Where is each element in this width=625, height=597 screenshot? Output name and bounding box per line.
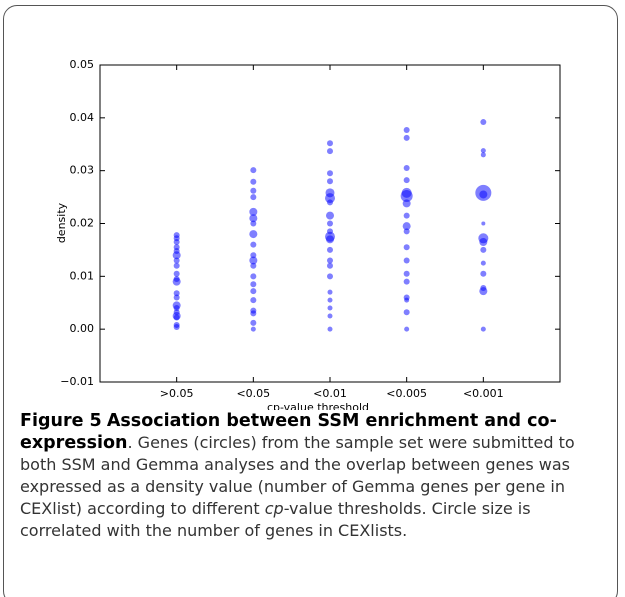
point xyxy=(479,287,488,296)
point xyxy=(325,193,335,204)
point xyxy=(173,305,180,312)
caption: Figure 5 Association between SSM enrichm… xyxy=(20,410,610,542)
point xyxy=(173,262,180,269)
y-tick-label: −0.01 xyxy=(60,375,94,388)
point xyxy=(327,140,333,147)
point xyxy=(327,289,333,295)
point xyxy=(250,252,257,259)
point xyxy=(173,238,180,245)
point xyxy=(480,119,487,126)
y-tick-label: 0.01 xyxy=(70,269,95,282)
point xyxy=(403,212,410,219)
point xyxy=(173,294,180,301)
caption-text: . Genes (circles) from the sample set we… xyxy=(20,433,575,518)
y-tick-label: 0.05 xyxy=(70,58,95,71)
point xyxy=(481,221,486,226)
point xyxy=(403,177,410,184)
point xyxy=(480,246,487,253)
point xyxy=(327,220,333,227)
point xyxy=(403,309,410,316)
point xyxy=(250,319,257,326)
y-tick-label: 0.00 xyxy=(70,322,95,335)
point xyxy=(172,277,181,286)
point xyxy=(403,244,410,251)
caption-text: -value thresholds. Circle size is correl… xyxy=(20,499,531,540)
point xyxy=(173,290,180,297)
point xyxy=(327,199,333,206)
point xyxy=(173,270,180,277)
point xyxy=(250,220,257,227)
point xyxy=(250,310,257,317)
point xyxy=(479,237,488,246)
point xyxy=(326,235,334,244)
point xyxy=(249,256,258,265)
point xyxy=(250,187,257,194)
point xyxy=(480,260,486,266)
point xyxy=(402,199,411,208)
point xyxy=(480,152,486,158)
point xyxy=(404,326,410,332)
chart: cp-value threshold density −0.01 0.00 0.01… xyxy=(55,58,561,410)
y-tick-label: 0.04 xyxy=(70,111,95,124)
point xyxy=(327,170,333,177)
point xyxy=(327,297,333,303)
point xyxy=(249,230,258,239)
y-axis-label: density xyxy=(55,202,68,243)
point xyxy=(250,167,257,174)
point xyxy=(250,288,257,295)
point xyxy=(327,313,333,319)
point xyxy=(404,297,410,303)
point xyxy=(480,270,487,277)
point xyxy=(327,148,333,155)
point xyxy=(172,251,181,260)
point xyxy=(326,211,334,220)
point xyxy=(250,241,257,248)
point xyxy=(402,222,411,231)
x-axis-label: cp-value threshold xyxy=(267,401,369,410)
point xyxy=(480,326,486,332)
caption-label: Figure 5 xyxy=(20,411,102,431)
point xyxy=(327,257,333,264)
point xyxy=(250,178,257,185)
point xyxy=(403,126,410,133)
point xyxy=(327,326,333,332)
point xyxy=(479,190,488,199)
point xyxy=(173,314,180,321)
y-tick-label: 0.03 xyxy=(70,164,95,177)
point xyxy=(249,207,258,216)
point xyxy=(250,297,257,304)
y-tick-label: 0.02 xyxy=(70,217,95,230)
point xyxy=(403,165,410,172)
point xyxy=(250,326,256,332)
point xyxy=(327,262,333,269)
caption-italic: cp xyxy=(264,499,284,518)
point xyxy=(327,246,333,253)
x-tick-label: <0.01 xyxy=(313,387,347,400)
figure-frame xyxy=(3,5,618,597)
point xyxy=(403,134,410,141)
point xyxy=(173,257,180,264)
x-tick-label: <0.005 xyxy=(386,387,427,400)
point xyxy=(403,278,410,285)
caption-title: Association between SSM enrichment and c… xyxy=(20,411,557,453)
point xyxy=(250,273,257,280)
point xyxy=(400,190,413,203)
point xyxy=(480,148,486,154)
point xyxy=(327,305,333,311)
point xyxy=(250,262,257,269)
point xyxy=(250,281,257,288)
point xyxy=(327,178,333,185)
point xyxy=(403,270,410,277)
point xyxy=(173,324,180,331)
point xyxy=(403,228,410,235)
x-tick-label: >0.05 xyxy=(160,387,194,400)
point xyxy=(249,214,258,223)
point xyxy=(327,273,333,280)
point xyxy=(250,194,257,201)
x-tick-label: <0.05 xyxy=(236,387,270,400)
point xyxy=(403,257,410,264)
x-tick-label: <0.001 xyxy=(463,387,504,400)
